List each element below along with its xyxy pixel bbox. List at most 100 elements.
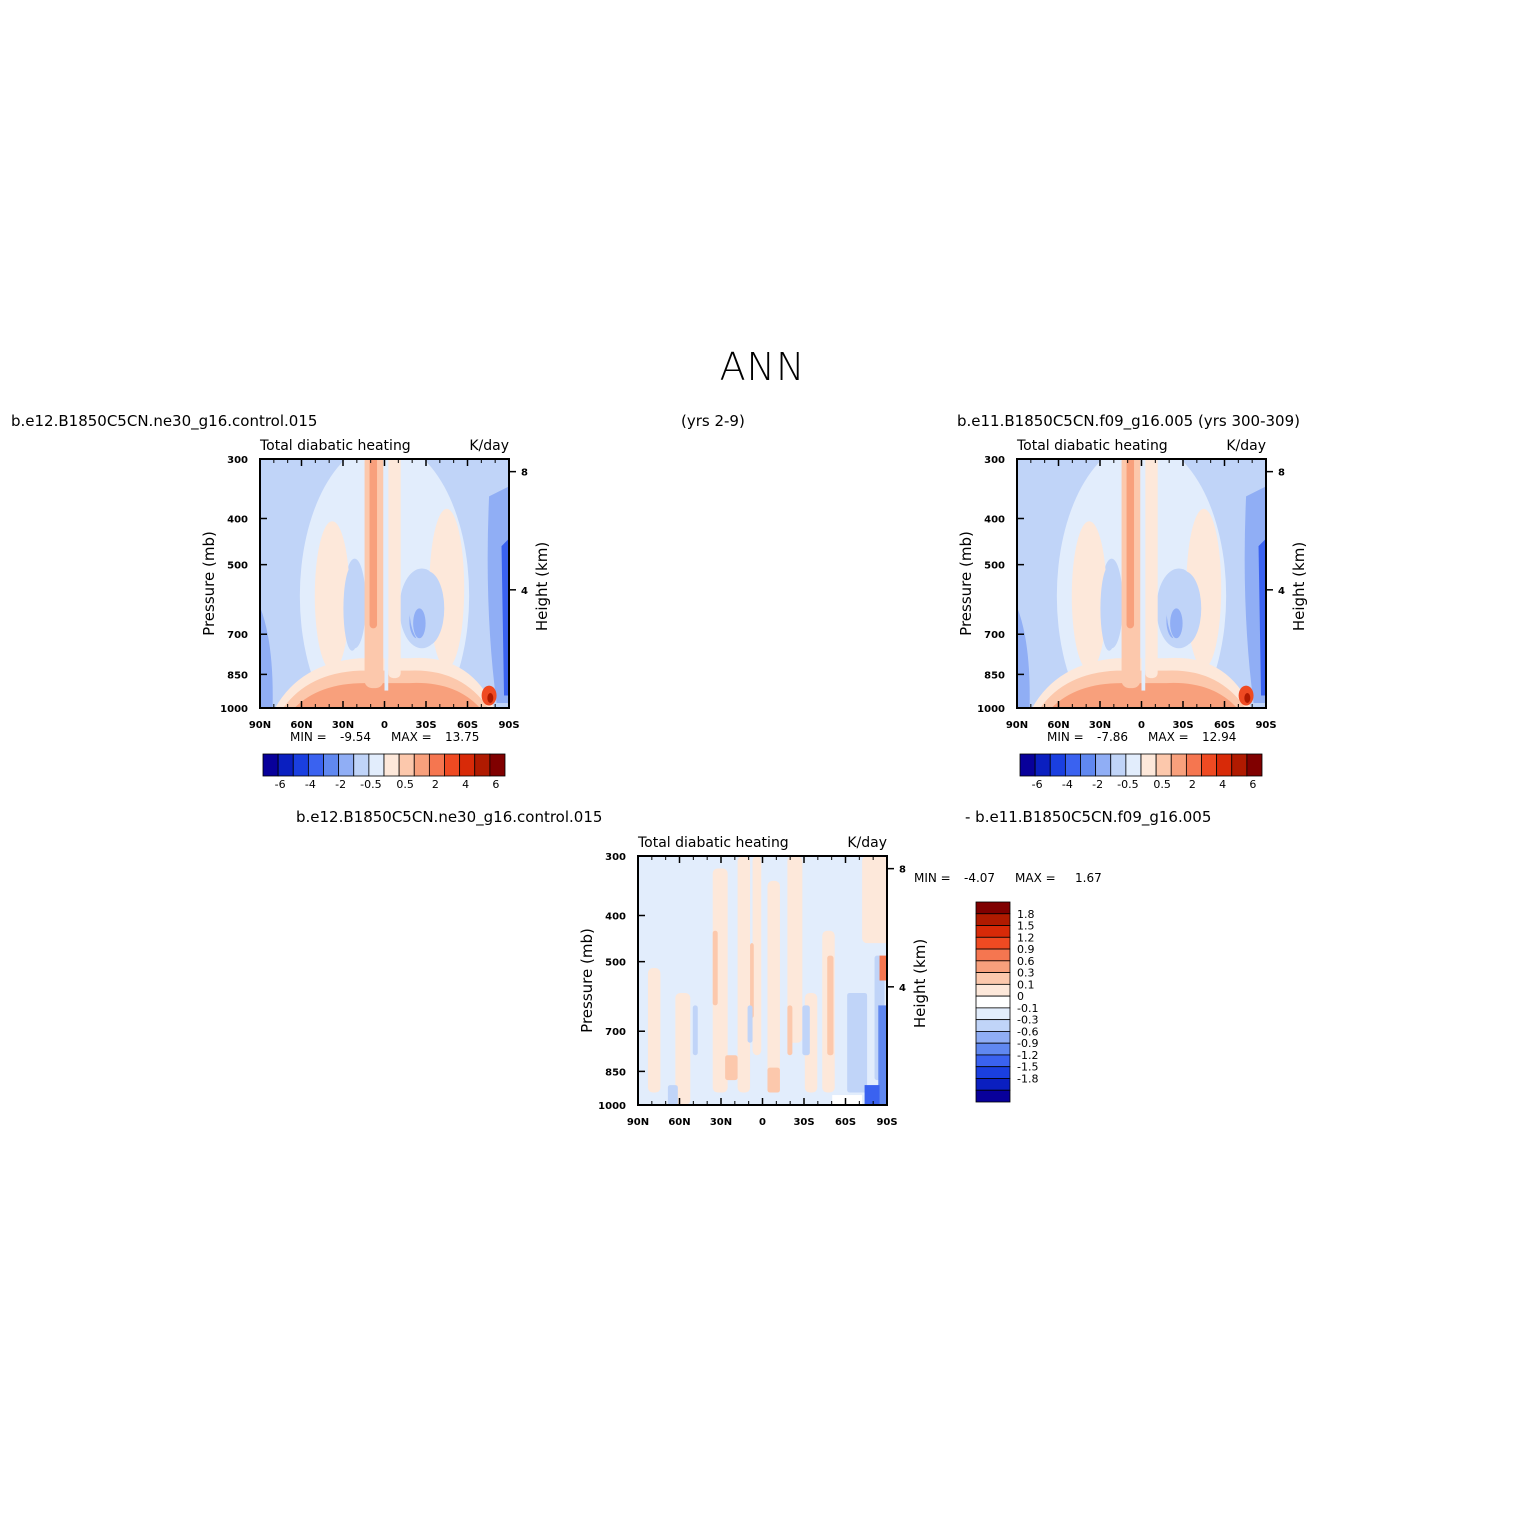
y-axis-label: Pressure (mb) [200,531,218,636]
field-warm-core [767,1067,780,1093]
colorbar-swatch [413,753,430,777]
field-warm-streak [752,856,762,1056]
colorbar-swatch [277,753,294,777]
panel-title: Total diabatic heating [259,438,411,454]
colorbar-label: 4 [462,778,469,791]
panel-diff: Total diabatic heating K/day3004005007008… [578,835,1102,1128]
field-warm-core [827,955,834,1056]
field-itcz-core [369,459,378,629]
colorbar-swatch [428,753,445,777]
y-tick-label: 400 [227,514,248,525]
colorbar-swatch [975,1078,1011,1091]
colorbar-swatch [1155,753,1172,777]
colorbar-label: -1.2 [1017,1049,1038,1062]
colorbar-swatch [1095,753,1112,777]
field-warm-core [787,1005,793,1056]
x-tick-label: 90S [1255,720,1276,731]
colorbar-label: 1.8 [1017,908,1035,921]
panel-right: Total diabatic heating K/day 300 400 500 700 8… [957,438,1308,791]
colorbar-swatch [975,913,1011,926]
y-right-tick-label: 8 [1278,468,1285,479]
y-tick-label: 300 [984,455,1005,466]
colorbar-label: -4 [1062,778,1073,791]
y-tick-label: 400 [984,514,1005,525]
min-label: MIN = [914,871,951,885]
field-blue-cell-nh-2 [1100,566,1118,651]
colorbar-swatch [1201,753,1218,777]
colorbar-label: -4 [305,778,316,791]
field-warm-streak [647,968,661,1093]
y-axis-label: Pressure (mb) [578,928,596,1033]
colorbar-label: 0.5 [1153,778,1171,791]
colorbar-swatch [1125,753,1142,777]
left-case-years: (yrs 2-9) [681,412,745,430]
field-pbl-band-3 [1051,682,1237,708]
colorbar-label: 0.6 [1017,955,1035,968]
colorbar-swatch [975,1042,1011,1056]
y-right-axis-label: Height (km) [533,542,551,631]
colorbar-label: -6 [1032,778,1043,791]
colorbar-label: -0.5 [360,778,381,791]
y-tick-label: 300 [227,455,248,466]
max-value: 1.67 [1075,871,1102,885]
field-warm-streak [787,856,803,1043]
colorbar-label: 1.5 [1017,920,1035,933]
field-warm-core [712,930,718,1006]
field-blue-core-sh-2 [1170,608,1183,639]
panel-units: K/day [847,835,887,851]
field-pbl-band-3 [294,682,480,708]
colorbar-swatch [292,753,309,777]
field-polar-blue [878,1005,887,1105]
y-right-axis-label: Height (km) [1290,542,1308,631]
min-value: -9.54 [340,730,371,744]
y-tick-label: 1000 [977,704,1005,715]
colorbar-swatch [975,1031,1011,1044]
colorbar-swatch [1246,753,1263,777]
field-south-polar-deep [501,538,509,696]
panel-units: K/day [1226,438,1266,454]
field-warm-lobe-nh [314,521,350,671]
field-itcz-column-2 [388,459,401,679]
field-north-polar-blue [260,607,273,708]
colorbar-swatch [1140,753,1157,777]
field-blue-core-sh-2 [413,608,426,639]
field-warm-lobe-nh [1071,521,1107,671]
min-value: -4.07 [964,871,995,885]
y-axis-label: Pressure (mb) [957,531,975,636]
colorbar-swatch [338,753,355,777]
y-right-tick-label: 8 [899,865,906,876]
x-tick-label: 90N [1006,720,1028,731]
y-tick-label: 850 [605,1067,626,1078]
colorbar-swatch [1034,753,1051,777]
colorbar-swatch [975,1054,1011,1068]
field-warm-core [750,943,754,1018]
colorbar-label: 0.5 [396,778,414,791]
colorbar-swatch [1110,753,1127,777]
min-value: -7.86 [1097,730,1128,744]
colorbar-swatch [975,983,1011,997]
max-label: MAX = [1148,730,1189,744]
colorbar-swatch [1170,753,1187,777]
colorbar-swatch [368,753,385,777]
x-tick-label: 60S [1214,720,1235,731]
colorbar-swatch [1231,753,1248,777]
colorbar-swatch [975,960,1011,973]
colorbar-swatch [975,925,1011,938]
colorbar-label: -1.5 [1017,1061,1038,1074]
x-tick-label: 30N [710,1117,732,1128]
y-tick-label: 500 [984,561,1005,572]
colorbar-swatch [975,1007,1011,1021]
colorbar-label: -0.6 [1017,1025,1038,1038]
field-blue-cell-sh-2 [409,571,445,646]
y-tick-label: 400 [605,911,626,922]
colorbar-swatch [1080,753,1097,777]
y-right-tick-label: 4 [521,586,528,597]
colorbar-swatch [975,901,1011,915]
x-tick-label: 0 [381,720,388,731]
field-blue-cell [747,1005,753,1043]
x-tick-label: 90N [627,1117,649,1128]
field-missing-data [832,1095,863,1105]
field-itcz-core [1126,459,1135,629]
x-tick-label: 30N [332,720,354,731]
colorbar-label: -6 [275,778,286,791]
